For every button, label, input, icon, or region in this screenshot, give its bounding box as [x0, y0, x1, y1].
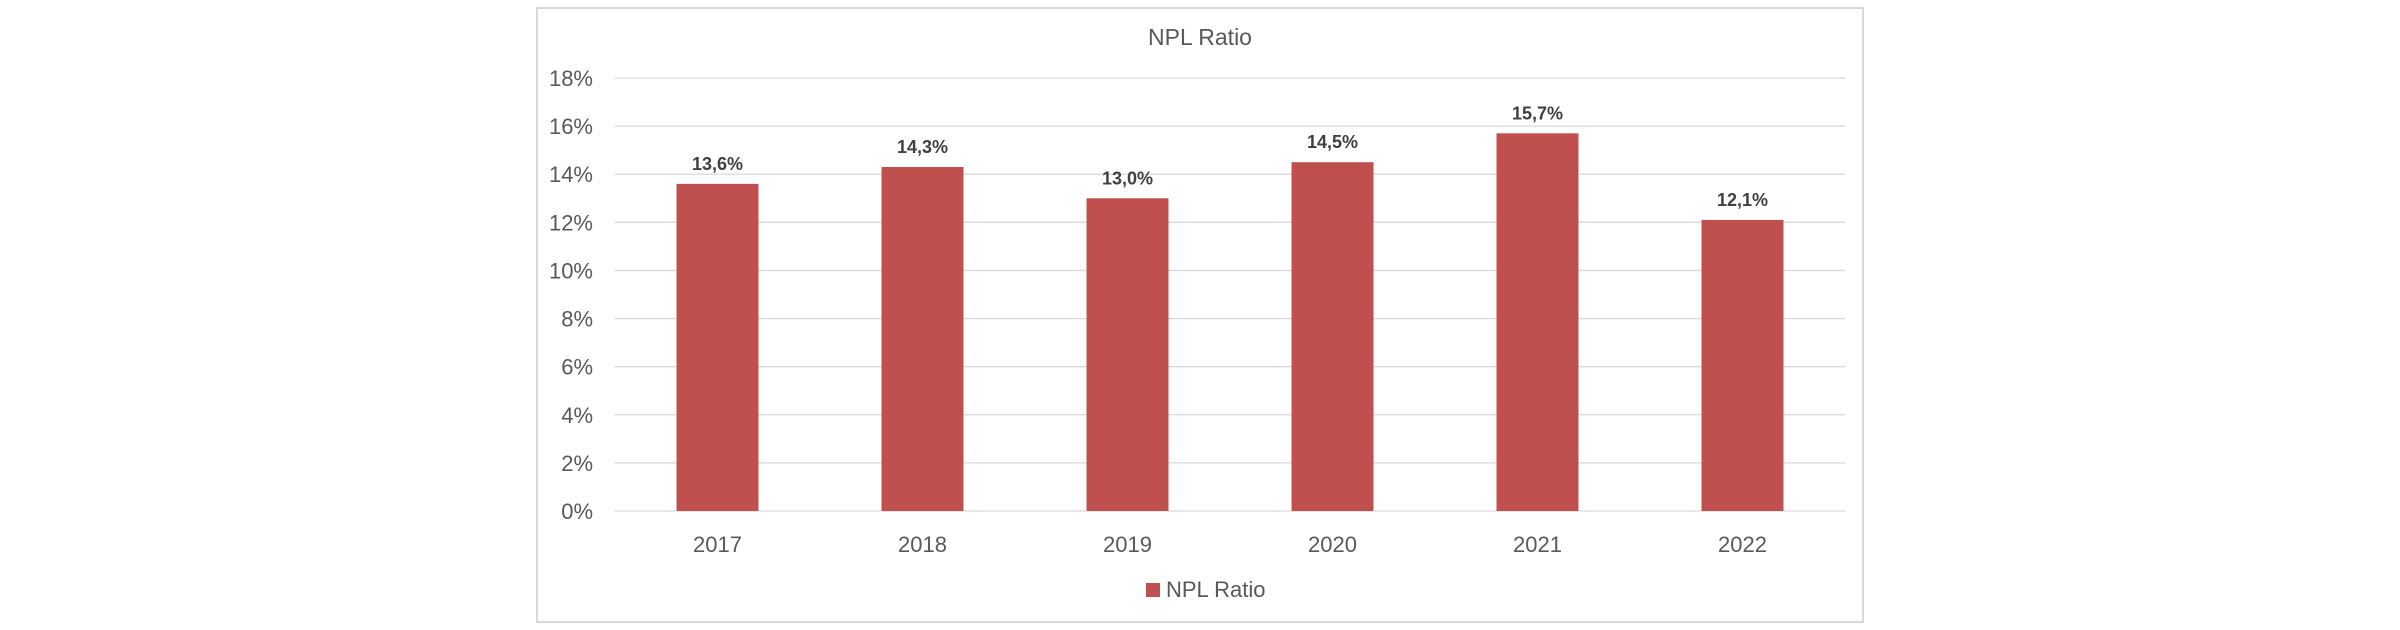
legend-label: NPL Ratio — [1166, 577, 1265, 602]
data-label: 12,1% — [1717, 190, 1768, 210]
data-labels: 13,6% 14,3% 13,0% 14,5% 15,7% 12,1% — [692, 103, 1768, 210]
bar — [1086, 198, 1169, 511]
y-tick-label: 6% — [561, 355, 593, 380]
data-label: 13,6% — [692, 154, 743, 174]
data-label: 14,3% — [897, 137, 948, 157]
x-tick-label: 2020 — [1308, 532, 1357, 557]
bar — [1291, 162, 1374, 511]
bars — [676, 133, 1784, 512]
x-tick-label: 2018 — [898, 532, 947, 557]
y-tick-label: 2% — [561, 451, 593, 476]
y-tick-label: 8% — [561, 307, 593, 332]
chart-title: NPL Ratio — [1148, 24, 1252, 50]
y-axis: 0% 2% 4% 6% 8% 10% 12% 14% 16% 18% — [549, 66, 593, 524]
legend: NPL Ratio — [1146, 577, 1265, 602]
y-tick-label: 18% — [549, 66, 593, 91]
x-axis: 2017 2018 2019 2020 2021 2022 — [693, 532, 1767, 557]
x-tick-label: 2019 — [1103, 532, 1152, 557]
y-tick-label: 10% — [549, 258, 593, 283]
y-tick-label: 14% — [549, 162, 593, 187]
gridlines — [615, 77, 1845, 512]
x-tick-label: 2017 — [693, 532, 742, 557]
y-tick-label: 12% — [549, 210, 593, 235]
bar — [1701, 219, 1784, 511]
y-tick-label: 16% — [549, 114, 593, 139]
bar — [881, 167, 964, 511]
bar — [1496, 133, 1579, 512]
x-tick-label: 2021 — [1513, 532, 1562, 557]
y-tick-label: 4% — [561, 403, 593, 428]
x-tick-label: 2022 — [1718, 532, 1767, 557]
legend-swatch — [1146, 583, 1160, 597]
y-tick-label: 0% — [561, 499, 593, 524]
data-label: 13,0% — [1102, 168, 1153, 188]
data-label: 14,5% — [1307, 132, 1358, 152]
data-label: 15,7% — [1512, 103, 1563, 123]
bar — [676, 183, 759, 511]
